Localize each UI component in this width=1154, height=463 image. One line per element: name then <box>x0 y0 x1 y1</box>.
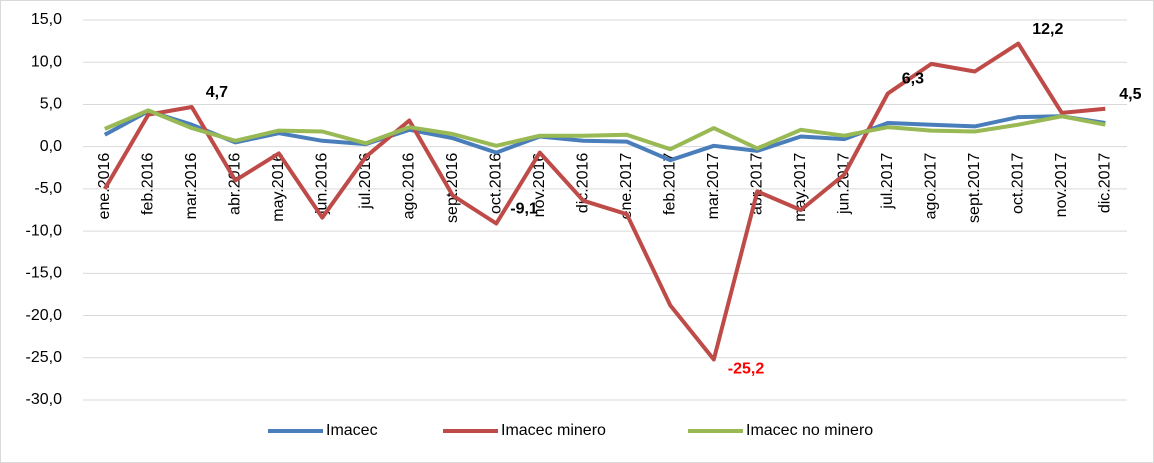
y-tick-label: -20,0 <box>26 307 63 324</box>
x-tick-label: nov.2017 <box>1053 153 1070 218</box>
x-tick-label: sept.2016 <box>444 153 461 223</box>
x-tick-label: abr.2017 <box>748 153 765 215</box>
x-tick-label: dic.2017 <box>1096 153 1113 214</box>
y-tick-label: 10,0 <box>31 53 62 70</box>
y-tick-label: 5,0 <box>40 96 62 113</box>
legend-label: Imacec no minero <box>746 422 873 439</box>
x-tick-label: oct.2017 <box>1009 153 1026 214</box>
series-line <box>104 108 1106 152</box>
y-tick-label: -30,0 <box>26 391 63 408</box>
data-label: -25,2 <box>728 361 765 378</box>
x-tick-label: nov.2016 <box>531 153 548 218</box>
x-tick-label: mar.2017 <box>705 153 722 220</box>
x-tick-label: ene.2017 <box>618 153 635 220</box>
x-tick-label: may.2016 <box>270 153 287 222</box>
series-line <box>103 109 1106 163</box>
x-tick-label: feb.2016 <box>139 153 156 215</box>
y-tick-label: -15,0 <box>26 265 63 282</box>
series-line <box>103 41 1106 362</box>
legend-label: Imacec <box>326 422 378 439</box>
x-tick-label: oct.2016 <box>487 153 504 214</box>
y-tick-label: -25,0 <box>26 349 63 366</box>
y-tick-label: -5,0 <box>34 180 62 197</box>
y-tick-label: 0,0 <box>40 138 62 155</box>
x-tick-label: abr.2016 <box>226 153 243 215</box>
legend-label: Imacec minero <box>501 422 606 439</box>
x-tick-label: feb.2017 <box>661 153 678 215</box>
x-tick-label: ago.2016 <box>400 153 417 220</box>
data-label: 4,7 <box>206 84 228 101</box>
x-tick-label: jun.2016 <box>313 153 330 215</box>
x-tick-label: ago.2017 <box>922 153 939 220</box>
data-label: -9,1 <box>510 201 538 218</box>
data-label: 6,3 <box>902 71 924 88</box>
x-tick-label: jul.2017 <box>879 153 896 210</box>
y-tick-label: 15,0 <box>31 11 62 28</box>
x-tick-label: jul.2016 <box>357 153 374 210</box>
data-label: 12,2 <box>1032 21 1063 38</box>
x-tick-label: sept.2017 <box>966 153 983 223</box>
x-tick-label: mar.2016 <box>183 153 200 220</box>
data-label: 4,5 <box>1119 86 1141 103</box>
y-tick-label: -10,0 <box>26 222 63 239</box>
